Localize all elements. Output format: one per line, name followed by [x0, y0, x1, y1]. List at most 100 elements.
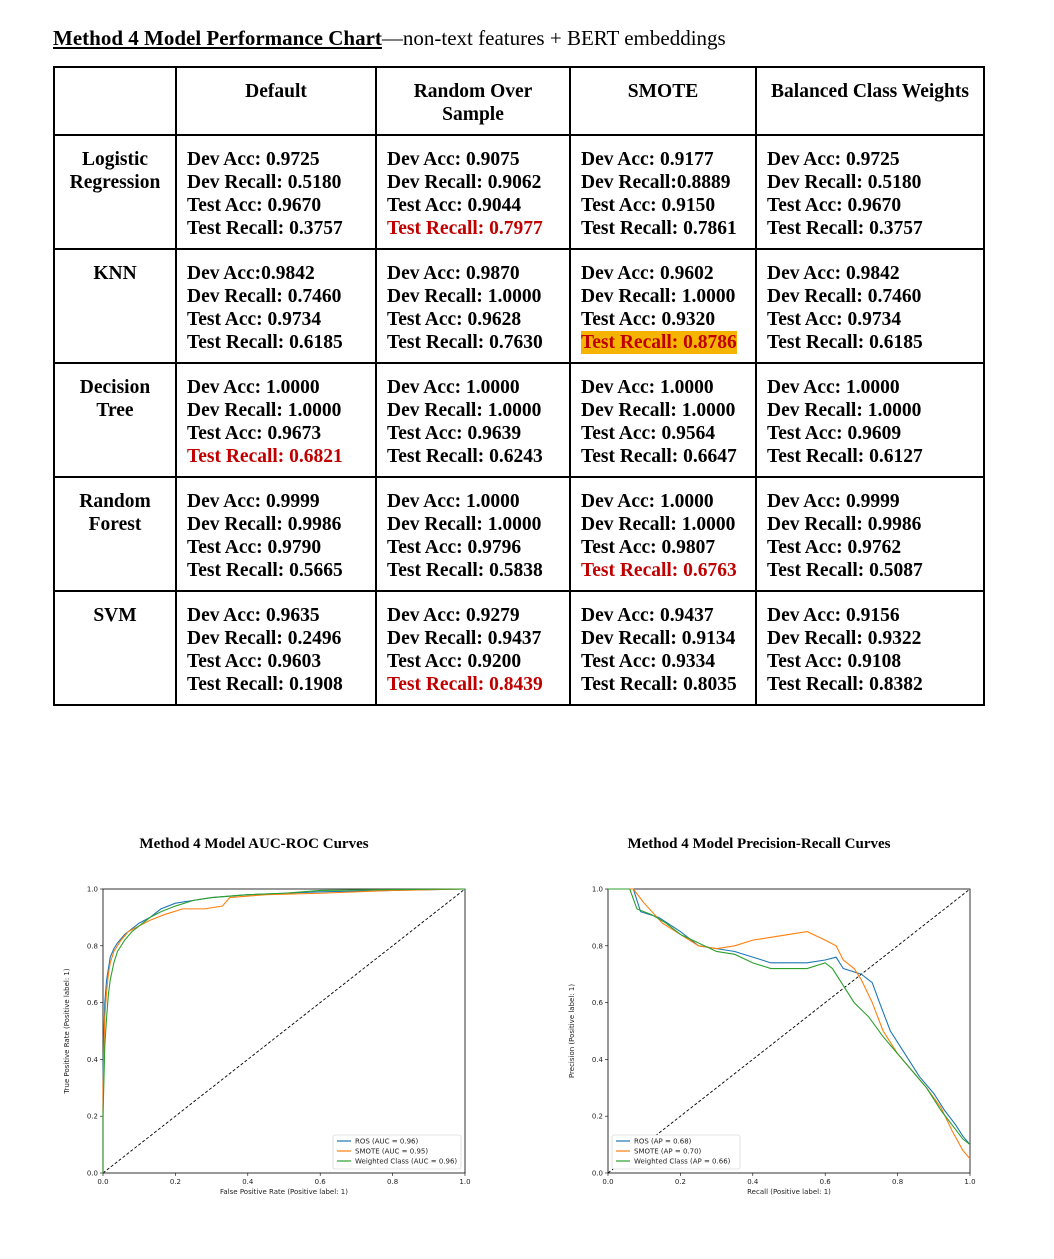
y-tick-label: 0.4 — [592, 1056, 604, 1064]
metric-line: Test Recall: 0.3757 — [187, 218, 343, 239]
pr-chart: Method 4 Model Precision-Recall Curves 0.… — [560, 832, 1000, 1212]
metric-line: Test Acc: 0.9603 — [187, 651, 322, 672]
y-tick-label: 0.6 — [87, 999, 99, 1007]
legend-entry: ROS (AP = 0.68) — [634, 1138, 692, 1146]
legend-entry: ROS (AUC = 0.96) — [355, 1138, 418, 1146]
x-tick-label: 0.6 — [315, 1178, 327, 1186]
metric-line: Test Recall: 0.5838 — [387, 560, 543, 581]
metric-line: Test Acc: 0.9734 — [767, 309, 902, 330]
model-name-cell: SVM — [53, 590, 177, 706]
chance-diagonal-line — [102, 888, 466, 1174]
table-row: KNN Dev Acc:0.9842 Dev Recall: 0.7460 Test … — [53, 248, 985, 364]
table-row: SVM Dev Acc: 0.9635 Dev Recall: 0.2496 Test… — [53, 590, 985, 706]
metric-cell: Dev Acc: 0.9635 Dev Recall: 0.2496 Test Ac… — [175, 590, 377, 706]
table-row: Decision Tree Dev Acc: 1.0000 Dev Recall: … — [53, 362, 985, 478]
y-tick-label: 0.0 — [592, 1170, 603, 1178]
y-tick-label: 0.6 — [592, 999, 604, 1007]
metric-cell: Dev Acc: 1.0000 Dev Recall: 1.0000 Test Ac… — [375, 476, 571, 592]
metric-line: Test Acc: 0.9670 — [187, 195, 322, 216]
metric-line: Test Recall: 0.8382 — [767, 674, 923, 695]
metric-cell: Dev Acc: 0.9725 Dev Recall: 0.5180 Test Ac… — [755, 134, 985, 250]
model-name-cell: KNN — [53, 248, 177, 364]
metric-line: Dev Recall: 0.9986 — [767, 514, 922, 535]
metric-line: Dev Recall: 1.0000 — [581, 514, 736, 535]
metric-line: Dev Recall: 0.9986 — [187, 514, 342, 535]
metric-line: Test Recall: 0.6185 — [767, 332, 923, 353]
metric-line: Test Recall: 0.5087 — [767, 560, 923, 581]
model-name-cell: Random Forest — [53, 476, 177, 592]
chart-svg: Method 4 Model AUC-ROC Curves 0.0 0.2 0.4 0.… — [63, 836, 471, 1196]
metric-line: Dev Recall: 1.0000 — [581, 286, 736, 307]
plot-frame — [607, 888, 971, 1174]
metric-line: Test Recall: 0.6821 — [187, 446, 343, 467]
metric-cell: Dev Acc: 1.0000 Dev Recall: 1.0000 Test Ac… — [375, 362, 571, 478]
y-axis-label: True Positive Rate (Positive label: 1) — [63, 968, 71, 1094]
performance-table: Default Random Over Sample SMOTE Balance… — [53, 66, 985, 706]
metric-line: Dev Recall: 1.0000 — [581, 400, 736, 421]
plot-frame — [102, 888, 466, 1174]
legend-entry: Weighted Class (AUC = 0.96) — [355, 1158, 457, 1166]
header-cell-empty — [53, 66, 177, 136]
x-axis-label: False Positive Rate (Positive label: 1) — [220, 1188, 348, 1196]
metric-line: Dev Acc: 0.9279 — [387, 605, 520, 626]
metric-line: Test Acc: 0.9670 — [767, 195, 902, 216]
metric-line: Dev Acc: 1.0000 — [581, 377, 714, 398]
x-tick-label: 1.0 — [964, 1178, 975, 1186]
table-row: Logistic Regression Dev Acc: 0.9725 Dev Re… — [53, 134, 985, 250]
metric-line: Dev Recall: 0.7460 — [187, 286, 342, 307]
y-tick-label: 0.0 — [87, 1170, 98, 1178]
x-tick-label: 0.6 — [820, 1178, 832, 1186]
metric-line: Dev Recall: 1.0000 — [767, 400, 922, 421]
legend-entry: SMOTE (AUC = 0.95) — [355, 1148, 428, 1156]
metric-cell: Dev Acc: 0.9999 Dev Recall: 0.9986 Test Ac… — [175, 476, 377, 592]
metric-line: Test Acc: 0.9334 — [581, 651, 716, 672]
header-cell-random-over-sample: Random Over Sample — [375, 66, 571, 136]
metric-line: Test Recall: 0.6243 — [387, 446, 543, 467]
metric-cell: Dev Acc: 0.9437 Dev Recall: 0.9134 Test Ac… — [569, 590, 757, 706]
metric-line: Dev Acc: 1.0000 — [581, 491, 714, 512]
metric-line: Test Acc: 0.9807 — [581, 537, 716, 558]
y-tick-label: 0.2 — [592, 1113, 603, 1121]
metric-line: Dev Acc: 0.9842 — [767, 263, 900, 284]
x-axis-label: Recall (Positive label: 1) — [747, 1188, 831, 1196]
header-cell-balanced-class-weights: Balanced Class Weights — [755, 66, 985, 136]
legend-box — [332, 1134, 462, 1170]
metric-line: Test Recall: 0.1908 — [187, 674, 343, 695]
y-tick-label: 0.8 — [87, 942, 98, 950]
metric-line: Dev Acc: 1.0000 — [387, 491, 520, 512]
metric-cell: Dev Acc: 1.0000 Dev Recall: 1.0000 Test Ac… — [175, 362, 377, 478]
legend-entry: SMOTE (AP = 0.70) — [634, 1148, 702, 1156]
x-tick-label: 0.4 — [747, 1178, 759, 1186]
metric-line: Test Acc: 0.9564 — [581, 423, 716, 444]
metric-cell: Dev Acc: 1.0000 Dev Recall: 1.0000 Test Ac… — [755, 362, 985, 478]
metric-line: Test Recall: 0.5665 — [187, 560, 343, 581]
metric-line: Test Acc: 0.9320 — [581, 309, 716, 330]
metric-line: Test Recall: 0.6185 — [187, 332, 343, 353]
metric-line: Dev Recall: 0.7460 — [767, 286, 922, 307]
metric-line: Dev Acc: 0.9437 — [581, 605, 714, 626]
document-title: Method 4 Model Performance Chart—non-tex… — [53, 26, 726, 51]
document-title-rest: —non-text features + BERT embeddings — [381, 26, 726, 50]
metric-cell: Dev Acc:0.9842 Dev Recall: 0.7460 Test Acc… — [175, 248, 377, 364]
metric-line: Test Acc: 0.9639 — [387, 423, 522, 444]
model-name-cell: Decision Tree — [53, 362, 177, 478]
metric-line: Test Acc: 0.9609 — [767, 423, 902, 444]
x-tick-label: 0.0 — [97, 1178, 108, 1186]
metric-line: Dev Acc: 0.9635 — [187, 605, 320, 626]
y-tick-label: 1.0 — [592, 886, 603, 894]
chart-title: Method 4 Model AUC-ROC Curves — [139, 836, 368, 852]
metric-line: Test Acc: 0.9044 — [387, 195, 522, 216]
chance-diagonal-line — [607, 888, 971, 1174]
document-title-main: Method 4 Model Performance Chart — [53, 26, 382, 50]
header-cell-smote: SMOTE — [569, 66, 757, 136]
metric-cell: Dev Acc: 0.9999 Dev Recall: 0.9986 Test Ac… — [755, 476, 985, 592]
metric-cell: Dev Acc: 1.0000 Dev Recall: 1.0000 Test Ac… — [569, 362, 757, 478]
metric-line: Test Acc: 0.9790 — [187, 537, 322, 558]
y-axis-label: Precision (Positive label: 1) — [568, 984, 576, 1078]
metric-line: Dev Recall: 0.2496 — [187, 628, 342, 649]
series-line-1 — [102, 888, 466, 1173]
metric-cell: Dev Acc: 0.9842 Dev Recall: 0.7460 Test Ac… — [755, 248, 985, 364]
metric-line: Dev Acc: 0.9870 — [387, 263, 520, 284]
metric-line: Dev Recall: 1.0000 — [187, 400, 342, 421]
metric-line: Dev Acc: 0.9602 — [581, 263, 714, 284]
